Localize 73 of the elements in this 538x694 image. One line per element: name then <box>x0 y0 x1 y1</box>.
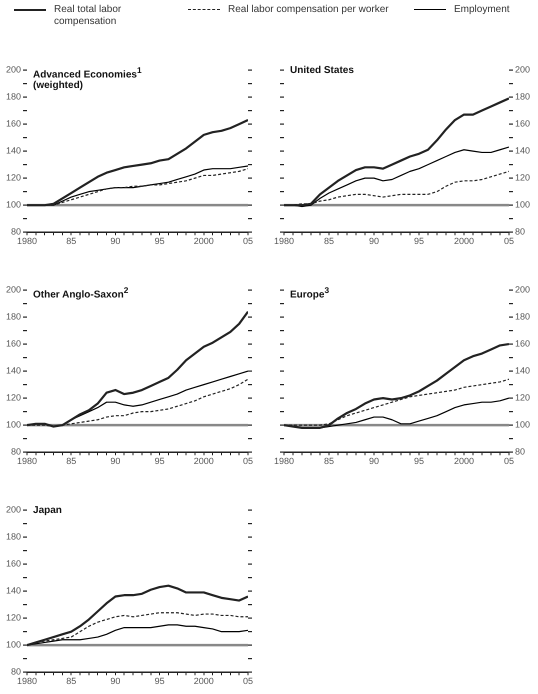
y-tick-label: 80 <box>11 226 22 237</box>
y-tick-label: 80 <box>11 446 22 457</box>
x-tick-label: 90 <box>368 456 379 466</box>
x-tick-label: 85 <box>324 456 334 466</box>
y-tick-label: 140 <box>6 586 22 596</box>
x-tick-label: 1980 <box>17 456 38 466</box>
y-tick-label: 80 <box>514 446 525 457</box>
y-tick-label: 120 <box>6 392 22 403</box>
x-tick-label: 05 <box>242 236 254 246</box>
x-tick-label: 05 <box>504 456 514 466</box>
x-tick-label: 95 <box>154 236 165 246</box>
y-tick-label: 160 <box>514 118 530 129</box>
y-tick-label: 200 <box>6 504 22 514</box>
y-tick-label: 100 <box>6 640 22 650</box>
x-tick-label: 85 <box>66 236 76 246</box>
x-tick-label: 90 <box>368 236 379 246</box>
y-tick-label: 80 <box>514 226 525 237</box>
chart-title: Japan <box>33 505 62 516</box>
x-tick-label: 05 <box>242 676 254 686</box>
y-tick-label: 140 <box>514 146 530 156</box>
y-tick-label: 80 <box>11 666 22 677</box>
y-tick-label: 160 <box>6 118 22 129</box>
y-tick-label: 100 <box>514 200 530 210</box>
y-tick-label: 160 <box>6 558 22 569</box>
y-tick-label: 140 <box>6 146 22 156</box>
y-tick-label: 100 <box>6 200 22 210</box>
x-tick-label: 2000 <box>454 456 474 466</box>
x-tick-label: 90 <box>110 676 120 686</box>
chart-title: Advanced Economies$^{1}$ (weighted) <box>33 65 142 92</box>
x-tick-label: 85 <box>66 456 76 466</box>
legend-label: Real total labor compensation <box>54 4 122 28</box>
y-tick-label: 200 <box>6 284 22 294</box>
y-tick-label: 200 <box>514 284 530 294</box>
x-tick-label: 1980 <box>17 676 38 686</box>
chart-title: Other Anglo-Saxon$^{2}$ <box>33 285 128 300</box>
legend-label: Real labor compensation per worker <box>228 4 390 16</box>
chart-title: United States <box>290 65 354 76</box>
x-tick-label: 85 <box>66 676 76 686</box>
x-tick-label: 95 <box>154 676 165 686</box>
x-tick-label: 90 <box>110 236 120 246</box>
y-tick-label: 100 <box>514 420 530 430</box>
y-tick-label: 180 <box>514 92 530 102</box>
x-tick-label: 95 <box>414 456 424 466</box>
y-tick-label: 140 <box>514 366 530 376</box>
y-tick-label: 120 <box>6 172 22 183</box>
y-tick-label: 180 <box>6 92 22 102</box>
x-tick-label: 2000 <box>194 456 214 466</box>
x-tick-label: 2000 <box>454 236 474 246</box>
y-tick-label: 120 <box>6 612 22 623</box>
y-tick-label: 180 <box>6 532 22 542</box>
y-tick-label: 160 <box>6 338 22 349</box>
y-tick-label: 120 <box>514 392 530 403</box>
y-tick-label: 120 <box>514 172 530 183</box>
x-tick-label: 85 <box>324 236 334 246</box>
x-tick-label: 05 <box>504 236 514 246</box>
y-tick-label: 100 <box>6 420 22 430</box>
y-tick-label: 180 <box>514 312 530 322</box>
y-tick-label: 200 <box>6 64 22 74</box>
x-tick-label: 2000 <box>194 676 214 686</box>
x-tick-label: 05 <box>242 456 254 466</box>
legend-label: Employment <box>454 4 511 16</box>
x-tick-label: 95 <box>154 456 165 466</box>
chart-title: Europe$^{3}$ <box>290 285 330 300</box>
x-tick-label: 2000 <box>194 236 214 246</box>
x-tick-label: 1980 <box>17 236 38 246</box>
x-tick-label: 1980 <box>274 456 294 466</box>
x-tick-label: 95 <box>414 236 424 246</box>
y-tick-label: 160 <box>514 338 530 349</box>
y-tick-label: 200 <box>514 64 530 74</box>
x-tick-label: 1980 <box>274 236 294 246</box>
y-tick-label: 180 <box>6 312 22 322</box>
y-tick-label: 140 <box>6 366 22 376</box>
x-tick-label: 90 <box>110 456 120 466</box>
